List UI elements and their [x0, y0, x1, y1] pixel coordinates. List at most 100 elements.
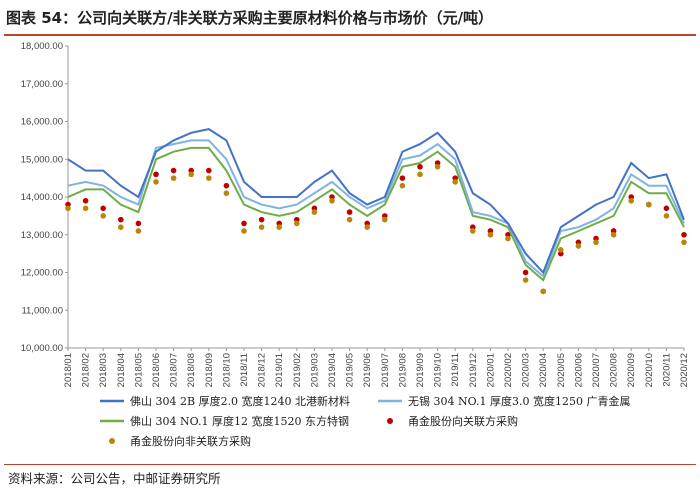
- scatter-point: [170, 167, 177, 174]
- chart-legend: 佛山 304 2B 厚度2.0 宽度1240 北港新材料 无锡 304 NO.1 …: [100, 394, 630, 448]
- x-tick-label: 2019/01: [274, 353, 285, 387]
- scatter-point: [311, 209, 318, 215]
- scatter-point: [558, 247, 564, 253]
- scatter-point: [329, 197, 335, 204]
- legend-dot-swatch: [387, 418, 393, 424]
- scatter-point: [593, 239, 599, 246]
- x-tick-label: 2020/10: [644, 353, 655, 387]
- x-tick-label: 2019/04: [327, 353, 338, 387]
- legend-item: 甬金股份向关联方采购: [387, 414, 518, 428]
- legend-item: 无锡 304 NO.1 厚度3.0 宽度1250 广青金属: [378, 394, 630, 408]
- scatter-point: [452, 179, 459, 185]
- x-tick-label: 2019/09: [415, 353, 426, 387]
- scatter-point: [153, 171, 159, 178]
- x-tick-label: 2018/12: [257, 353, 268, 387]
- scatter-point: [434, 164, 441, 170]
- x-tick-label: 2018/05: [133, 353, 144, 387]
- scatter-point: [170, 175, 177, 181]
- scatter-point: [188, 171, 194, 178]
- x-tick-label: 2018/03: [98, 353, 109, 387]
- legend-label: 甬金股份向关联方采购: [408, 414, 518, 428]
- legend-item: 佛山 304 NO.1 厚度12 宽度1520 东方特钢: [100, 414, 349, 428]
- x-tick-label: 2020/07: [591, 353, 602, 387]
- x-tick-label: 2020/03: [521, 353, 532, 387]
- legend-label: 甬金股份向非关联方采购: [130, 434, 251, 448]
- scatter-point: [65, 205, 71, 212]
- scatter-point: [118, 216, 124, 223]
- scatter-point: [294, 220, 300, 227]
- x-tick-label: 2019/08: [397, 353, 408, 387]
- scatter-point: [364, 224, 371, 230]
- scatter-point: [206, 167, 212, 174]
- x-tick-label: 2019/12: [468, 353, 479, 387]
- line-series-1: [67, 128, 685, 275]
- scatter-point: [82, 197, 89, 204]
- scatter-point: [135, 228, 142, 234]
- series-layer: [65, 128, 687, 295]
- x-tick-label: 2020/01: [485, 353, 496, 387]
- scatter-point: [346, 209, 353, 215]
- scatter-point: [135, 220, 142, 227]
- scatter-point: [241, 220, 247, 227]
- scatter-point: [417, 164, 423, 170]
- x-tick-label: 2020/08: [609, 353, 620, 387]
- legend-dot-swatch: [109, 438, 115, 444]
- x-tick-label: 2020/05: [556, 353, 567, 387]
- scatter-point: [118, 224, 124, 230]
- price-chart: 10,000.00 11,000.00 12,000.00 13,000.00 14,0…: [21, 41, 690, 448]
- scatter-point: [399, 182, 406, 189]
- x-tick-label: 2018/02: [81, 353, 92, 387]
- scatter-point: [681, 231, 687, 238]
- x-tick-label: 2018/08: [186, 353, 197, 387]
- scatter-point: [663, 205, 670, 212]
- legend-label: 无锡 304 NO.1 厚度3.0 宽度1250 广青金属: [408, 394, 630, 408]
- scatter-point: [540, 288, 546, 295]
- x-tick-label: 2018/09: [204, 353, 215, 387]
- scatter-point: [100, 205, 106, 212]
- x-tick-label: 2020/06: [573, 353, 584, 387]
- scatter-point: [223, 182, 230, 189]
- x-tick-label: 2018/06: [151, 353, 162, 387]
- x-tick-label: 2019/11: [450, 353, 461, 387]
- x-tick-label: 2019/03: [309, 353, 320, 387]
- scatter-point: [153, 179, 159, 185]
- line-series-3: [67, 146, 685, 282]
- title-divider: [4, 34, 696, 36]
- scatter-series-1: [65, 160, 687, 295]
- scatter-point: [241, 228, 247, 234]
- scatter-point: [258, 216, 265, 223]
- y-tick-label: 13,000.00: [21, 230, 63, 241]
- y-tick-label: 10,000.00: [21, 343, 63, 354]
- figure-title: 图表 54：公司向关联方/非关联方采购主要原材料价格与市场价（元/吨）: [6, 9, 494, 27]
- x-tick-label: 2019/10: [433, 353, 444, 387]
- legend-label: 佛山 304 2B 厚度2.0 宽度1240 北港新材料: [130, 394, 350, 408]
- chart-axes: 10,000.00 11,000.00 12,000.00 13,000.00 14,0…: [21, 41, 690, 387]
- scatter-point: [258, 224, 265, 230]
- scatter-series-2: [65, 164, 687, 295]
- scatter-point: [522, 277, 529, 283]
- scatter-point: [646, 201, 652, 208]
- scatter-point: [100, 213, 106, 219]
- y-tick-label: 14,000.00: [21, 192, 63, 203]
- legend-item: 甬金股份向非关联方采购: [109, 434, 251, 448]
- x-tick-label: 2020/12: [679, 353, 690, 387]
- scatter-point: [575, 243, 582, 249]
- scatter-point: [382, 216, 388, 223]
- y-tick-label: 18,000.00: [21, 41, 63, 52]
- y-tick-label: 15,000.00: [21, 154, 63, 165]
- scatter-point: [399, 175, 406, 181]
- legend-label: 佛山 304 NO.1 厚度12 宽度1520 东方特钢: [130, 414, 349, 428]
- x-tick-label: 2018/04: [116, 353, 127, 387]
- scatter-point: [610, 231, 617, 238]
- x-tick-label: 2019/05: [345, 353, 356, 387]
- scatter-point: [681, 239, 687, 246]
- scatter-point: [82, 205, 89, 212]
- scatter-point: [346, 216, 353, 223]
- x-tick-label: 2020/02: [503, 353, 514, 387]
- x-tick-label: 2019/07: [380, 353, 391, 387]
- y-tick-label: 17,000.00: [21, 79, 63, 90]
- scatter-point: [505, 235, 511, 242]
- y-tick-label: 16,000.00: [21, 117, 63, 128]
- x-tick-label: 2020/09: [626, 353, 637, 387]
- x-tick-label: 2018/01: [63, 353, 74, 387]
